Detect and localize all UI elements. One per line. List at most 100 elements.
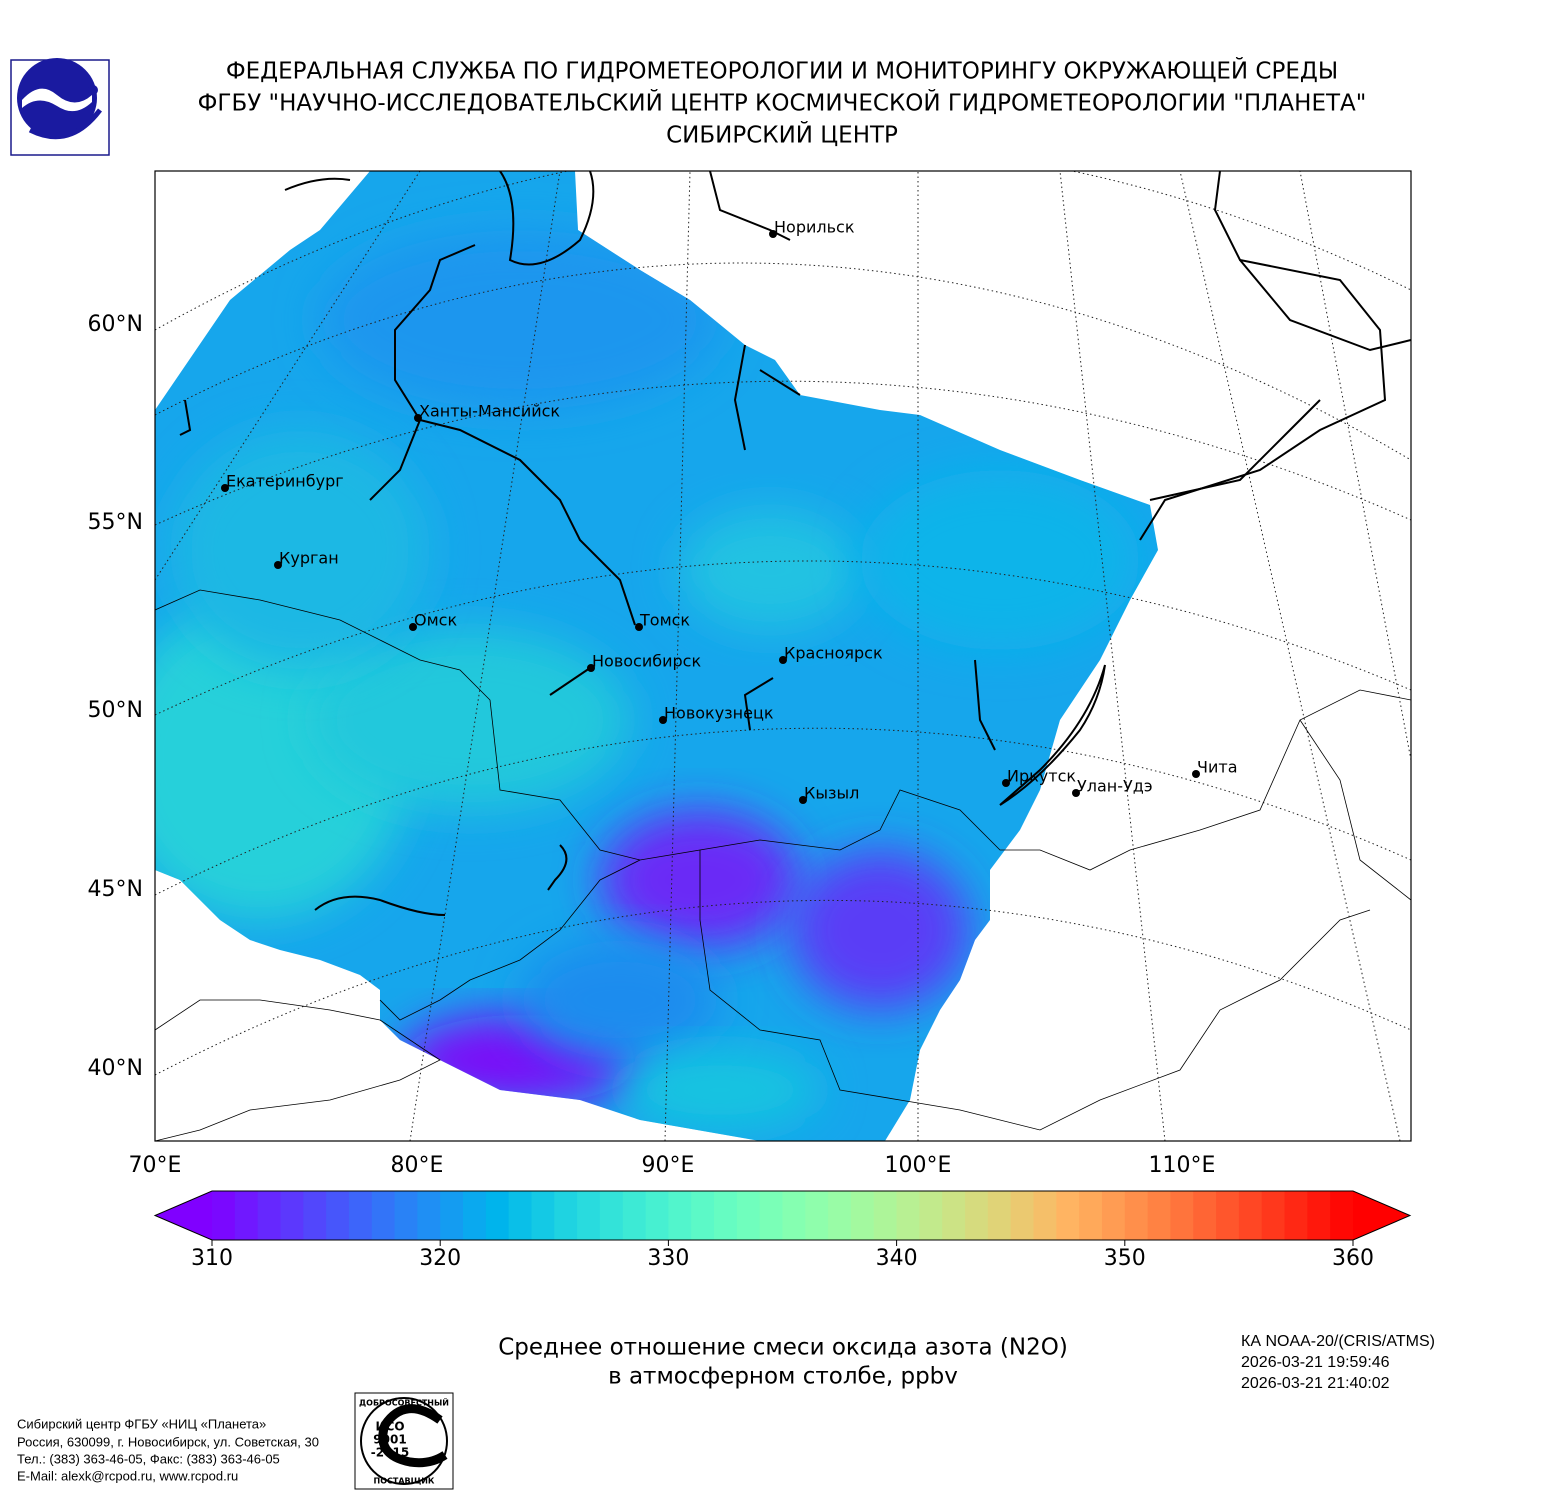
colorbar-segment xyxy=(485,1191,510,1240)
colorbar-segment xyxy=(280,1191,304,1240)
city-dot xyxy=(1192,770,1200,778)
colorbar-segment xyxy=(212,1191,236,1240)
satellite-line: КА NOAA-20/(CRIS/ATMS) xyxy=(1241,1333,1435,1350)
lat-label: 50°N xyxy=(88,698,143,723)
colorbar-tick-label: 320 xyxy=(419,1246,461,1271)
colorbar-segment xyxy=(394,1191,418,1240)
city-label: Норильск xyxy=(774,218,855,237)
colorbar-segment xyxy=(714,1191,738,1240)
colorbar-segment xyxy=(1216,1191,1240,1240)
colorbar-extend-high xyxy=(1353,1191,1410,1240)
colorbar-segment xyxy=(234,1191,259,1240)
logo xyxy=(10,58,110,156)
colorbar-segment xyxy=(896,1191,921,1240)
city-dot xyxy=(274,561,282,569)
lon-label: 70°E xyxy=(129,1153,182,1178)
colorbar-segment xyxy=(1147,1191,1172,1240)
footer-line: E-Mail: alexk@rcpod.ru, www.rcpod.ru xyxy=(17,1468,238,1483)
city-dot xyxy=(659,716,667,724)
lon-label: 100°E xyxy=(885,1153,952,1178)
colorbar-segment xyxy=(1284,1191,1308,1240)
colorbar-segment xyxy=(531,1191,555,1240)
map-frame xyxy=(154,170,1412,1142)
badge-text: -2015 xyxy=(371,1446,409,1460)
city-label: Ханты-Мансийск xyxy=(419,402,560,421)
borders xyxy=(155,589,1411,1141)
satellite-line: 2026-03-21 21:40:02 xyxy=(1241,1375,1390,1392)
colorbar-segment xyxy=(508,1191,533,1240)
colorbar-segment xyxy=(1056,1191,1080,1240)
graticule xyxy=(155,171,1411,1141)
colorbar-segment xyxy=(371,1191,396,1240)
colorbar-extend-low xyxy=(155,1191,212,1240)
badge-text: ИСО xyxy=(375,1420,404,1434)
lon-label: 90°E xyxy=(642,1153,695,1178)
colorbar-segment xyxy=(1307,1191,1331,1240)
colorbar-segment xyxy=(440,1191,464,1240)
colorbar-segment xyxy=(759,1191,784,1240)
lat-label: 60°N xyxy=(88,312,143,337)
badge-text: ПОСТАВЩИК xyxy=(374,1477,435,1486)
colorbar-tick-label: 310 xyxy=(191,1246,233,1271)
city-label: Омск xyxy=(414,611,457,630)
caption-line: Среднее отношение смеси оксида азота (N2… xyxy=(498,1335,1068,1361)
colorbar-segment xyxy=(577,1191,601,1240)
colorbar-segment xyxy=(1238,1191,1263,1240)
lon-label: 110°E xyxy=(1149,1153,1216,1178)
colorbar-segment xyxy=(1330,1191,1354,1240)
colorbar-segment xyxy=(645,1191,669,1240)
coastlines-rivers xyxy=(179,171,1411,916)
colorbar-segment xyxy=(1079,1191,1103,1240)
caption-line: в атмосферном столбе, ppbv xyxy=(608,1364,958,1390)
colorbar-segment xyxy=(1033,1191,1057,1240)
colorbar-segment xyxy=(257,1191,282,1240)
badge-text: 9001 xyxy=(373,1433,406,1447)
colorbar-segment xyxy=(1124,1191,1149,1240)
colorbar-tick-label: 350 xyxy=(1104,1246,1146,1271)
colorbar-segment xyxy=(1170,1191,1194,1240)
colorbar-segment xyxy=(303,1191,327,1240)
footer-line: Сибирский центр ФГБУ «НИЦ «Планета» xyxy=(17,1416,266,1431)
lat-label: 55°N xyxy=(88,510,143,535)
city-dot xyxy=(1002,779,1010,787)
city-label: Кызыл xyxy=(804,784,859,803)
colorbar-segment xyxy=(668,1191,692,1240)
city-label: Иркутск xyxy=(1007,767,1076,786)
data-field xyxy=(155,171,1158,1141)
header-line: ФЕДЕРАЛЬНАЯ СЛУЖБА ПО ГИДРОМЕТЕОРОЛОГИИ … xyxy=(226,57,1338,85)
city-label: Екатеринбург xyxy=(226,472,344,491)
colorbar-tick-label: 330 xyxy=(647,1246,689,1271)
city-dot xyxy=(414,414,422,422)
header-line: ФГБУ "НАУЧНО-ИССЛЕДОВАТЕЛЬСКИЙ ЦЕНТР КОС… xyxy=(198,89,1367,117)
colorbar-segment xyxy=(622,1191,647,1240)
city-dot xyxy=(587,664,595,672)
colorbar-segment xyxy=(554,1191,578,1240)
footer-line: Россия, 630099, г. Новосибирск, ул. Сове… xyxy=(17,1434,319,1449)
colorbar-segment xyxy=(965,1191,989,1240)
city-label: Новокузнецк xyxy=(664,704,774,723)
city-dot xyxy=(769,230,777,238)
city-label: Новосибирск xyxy=(592,652,701,671)
colorbar-segment xyxy=(919,1191,943,1240)
iso-badge: ДОБРОСОВЕСТНЫЙ ИСО 9001 -2015 ПОСТАВЩИК xyxy=(354,1392,454,1490)
colorbar-segment xyxy=(1010,1191,1035,1240)
colorbar-segment xyxy=(463,1191,487,1240)
city-label: Томск xyxy=(639,611,690,630)
colorbar-segment xyxy=(1193,1191,1217,1240)
colorbar-segment xyxy=(736,1191,761,1240)
city-label: Курган xyxy=(279,549,339,568)
colorbar-segment xyxy=(1261,1191,1286,1240)
colorbar-segment xyxy=(987,1191,1012,1240)
map: Норильск Ханты-Мансийск Екатеринбург Курган… xyxy=(155,171,1411,1141)
lat-label: 45°N xyxy=(88,877,143,902)
colorbar-segment xyxy=(599,1191,624,1240)
colorbar-tick-label: 340 xyxy=(876,1246,918,1271)
city-dot xyxy=(1072,789,1080,797)
colorbar-segment xyxy=(873,1191,898,1240)
colorbar-segment xyxy=(850,1191,875,1240)
colorbar-segment xyxy=(942,1191,966,1240)
colorbar-segment xyxy=(828,1191,852,1240)
colorbar-tick-label: 360 xyxy=(1332,1246,1374,1271)
colorbar: 310 320 330 340 350 360 xyxy=(153,1190,1412,1271)
